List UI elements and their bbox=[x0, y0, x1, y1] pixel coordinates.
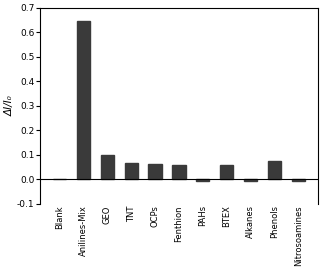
Bar bbox=[244, 179, 257, 181]
Bar bbox=[172, 165, 185, 179]
Bar bbox=[220, 165, 233, 179]
Bar bbox=[268, 161, 281, 179]
Bar bbox=[148, 164, 162, 179]
Bar bbox=[196, 179, 210, 181]
Bar bbox=[100, 155, 114, 179]
Bar bbox=[125, 163, 138, 179]
Bar bbox=[77, 21, 90, 179]
Y-axis label: ΔI/I₀: ΔI/I₀ bbox=[4, 95, 14, 116]
Bar bbox=[292, 179, 305, 181]
